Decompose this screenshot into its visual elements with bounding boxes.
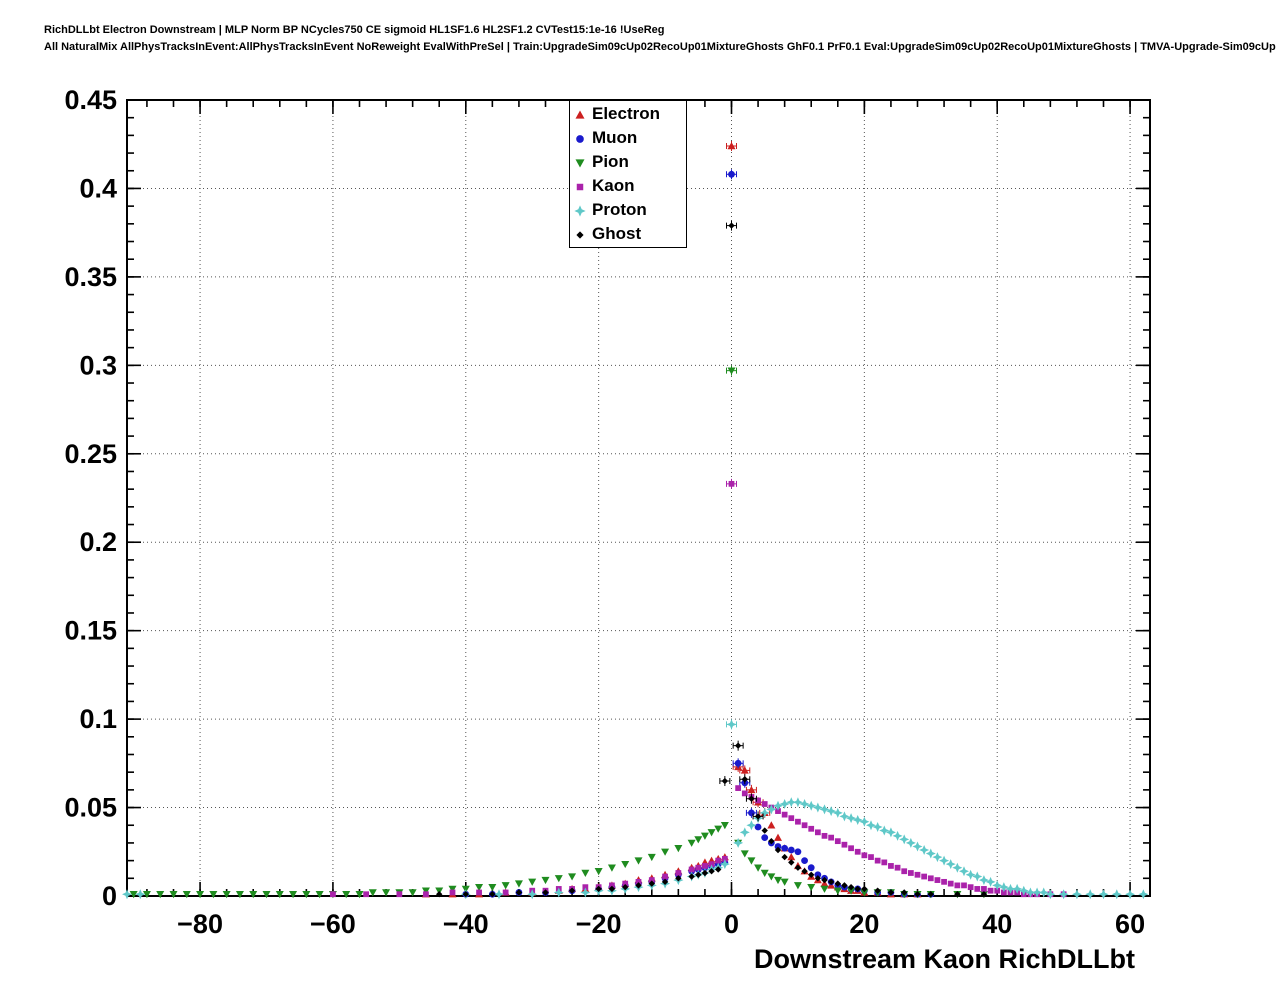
y-tick-label: 0.05 xyxy=(64,793,117,823)
x-tick-label: −60 xyxy=(310,909,356,939)
series-ghost xyxy=(436,220,988,898)
y-tick-label: 0.3 xyxy=(79,350,117,380)
kaon-marker-icon xyxy=(576,183,584,191)
y-tick-label: 0.25 xyxy=(64,439,117,469)
series-kaon xyxy=(330,478,1067,898)
legend-label: Ghost xyxy=(592,224,642,243)
pion-marker-icon xyxy=(575,159,585,168)
legend-item-kaon: Kaon xyxy=(570,174,686,198)
legend-label: Electron xyxy=(592,104,661,123)
x-tick-label: −80 xyxy=(177,909,223,939)
ghost-marker-icon xyxy=(576,231,584,239)
y-tick-label: 0.15 xyxy=(64,616,117,646)
legend-item-ghost: Ghost xyxy=(570,222,686,246)
plot-title-line2: All NaturalMix AllPhysTracksInEvent:AllP… xyxy=(44,41,1276,53)
y-tick-label: 0.4 xyxy=(79,173,117,203)
tick-labels: −80 −60 −40 −20 0 20 40 60 0 0.05 0.1 0.15 0.2 0.25 0.… xyxy=(64,85,1145,939)
legend-label: Muon xyxy=(592,128,638,147)
legend-item-electron: Electron xyxy=(570,102,686,126)
plot-header: RichDLLbt Electron Downstream | MLP Norm… xyxy=(44,22,1276,56)
y-tick-label: 0.1 xyxy=(79,704,117,734)
legend-item-pion: Pion xyxy=(570,150,686,174)
y-tick-label: 0 xyxy=(102,881,117,911)
muon-marker-icon xyxy=(576,135,584,143)
proton-marker-icon xyxy=(574,205,586,217)
y-tick-label: 0.45 xyxy=(64,85,117,115)
y-tick-label: 0.2 xyxy=(79,527,117,557)
electron-marker-icon xyxy=(575,110,585,119)
legend-label: Proton xyxy=(592,200,647,219)
legend-item-proton: Proton xyxy=(570,198,686,222)
legend-item-muon: Muon xyxy=(570,126,686,150)
legend-label: Pion xyxy=(592,152,629,171)
series-proton xyxy=(122,719,1149,900)
plot-title-line1: RichDLLbt Electron Downstream | MLP Norm… xyxy=(44,24,665,36)
legend-label: Kaon xyxy=(592,176,635,195)
x-tick-label: 20 xyxy=(849,909,879,939)
x-tick-label: 0 xyxy=(724,909,739,939)
x-tick-label: −40 xyxy=(443,909,489,939)
series-electron xyxy=(421,140,922,898)
x-tick-label: −20 xyxy=(576,909,622,939)
y-tick-label: 0.35 xyxy=(64,262,117,292)
x-axis-title: Downstream Kaon RichDLLbt xyxy=(753,944,1135,974)
x-tick-label: 40 xyxy=(982,909,1012,939)
series-muon xyxy=(462,169,935,898)
x-tick-label: 60 xyxy=(1115,909,1145,939)
legend: Electron Muon Pion Kaon Proton Ghost xyxy=(569,100,687,248)
